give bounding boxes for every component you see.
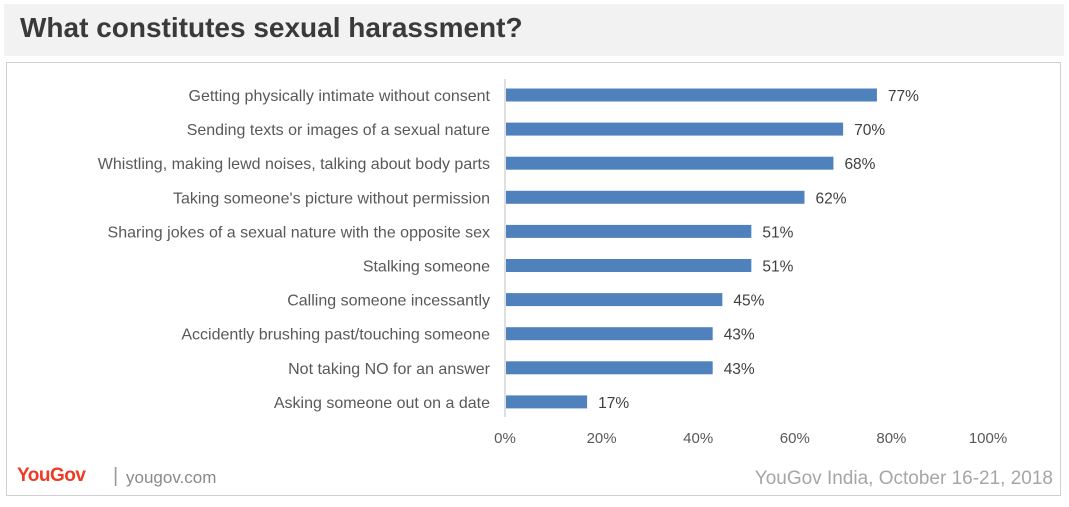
x-tick-label: 100% bbox=[969, 430, 1007, 447]
bar bbox=[506, 327, 713, 341]
page-title: What constitutes sexual harassment? bbox=[20, 12, 523, 43]
footer-site-link[interactable]: yougov.com bbox=[126, 468, 217, 487]
category-label: Taking someone's picture without permiss… bbox=[173, 190, 490, 207]
x-tick-label: 0% bbox=[494, 430, 516, 447]
x-tick-label: 20% bbox=[587, 430, 617, 447]
category-label: Stalking someone bbox=[363, 259, 490, 276]
bar bbox=[506, 122, 844, 136]
data-label: 17% bbox=[598, 395, 629, 412]
bar bbox=[506, 293, 723, 307]
data-label: 77% bbox=[888, 88, 919, 105]
x-tick-label: 40% bbox=[683, 430, 713, 447]
yougov-logo: YouGov bbox=[17, 465, 86, 486]
category-label: Sending texts or images of a sexual natu… bbox=[187, 122, 490, 139]
data-label: 70% bbox=[854, 122, 885, 139]
bar bbox=[506, 361, 713, 375]
data-label: 43% bbox=[724, 327, 755, 344]
category-label: Asking someone out on a date bbox=[274, 395, 490, 412]
footer-separator: | bbox=[113, 465, 119, 487]
bar bbox=[506, 224, 752, 238]
category-label: Calling someone incessantly bbox=[287, 293, 490, 310]
data-label: 68% bbox=[844, 156, 875, 173]
bar bbox=[506, 88, 877, 102]
category-label: Not taking NO for an answer bbox=[288, 361, 491, 378]
category-label: Whistling, making lewd noises, talking a… bbox=[98, 156, 490, 173]
category-label: Getting physically intimate without cons… bbox=[189, 88, 491, 105]
category-label: Accidently brushing past/touching someon… bbox=[181, 327, 490, 344]
bar bbox=[506, 156, 834, 170]
data-label: 43% bbox=[724, 361, 755, 378]
x-tick-label: 60% bbox=[780, 430, 810, 447]
bar bbox=[506, 259, 752, 272]
data-label: 51% bbox=[762, 259, 793, 276]
title-band: What constitutes sexual harassment? bbox=[4, 4, 1064, 56]
x-tick-label: 80% bbox=[876, 430, 906, 447]
data-label: 62% bbox=[815, 190, 846, 207]
footer-source: YouGov India, October 16-21, 2018 bbox=[754, 468, 1053, 489]
data-label: 45% bbox=[733, 293, 764, 310]
category-label: Sharing jokes of a sexual nature with th… bbox=[108, 224, 490, 241]
data-label: 51% bbox=[762, 224, 793, 241]
bar bbox=[506, 395, 588, 409]
bar bbox=[506, 190, 805, 204]
